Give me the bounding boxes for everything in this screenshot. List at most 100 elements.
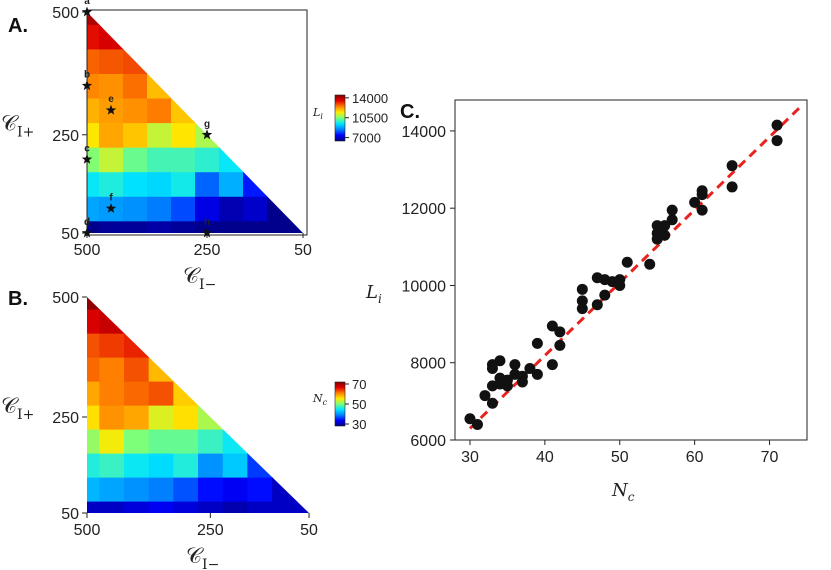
panel-b-label: B. [8,288,28,310]
scatter-point [576,295,588,307]
heatmap-cell [124,357,150,382]
heatmap-cell [87,501,100,513]
heatmap-cell [99,24,124,50]
heatmap-cell [87,333,100,358]
heatmap-cell [99,309,125,334]
colorbar-tick-label: 10500 [352,111,388,126]
scatter-point [546,359,558,371]
heatmap-cell [219,147,244,173]
heatmap-cell [124,333,150,358]
heatmap-cell [123,147,148,173]
heatmap-cell [124,453,150,478]
heatmap-cell [195,171,220,197]
scatter-point [554,326,566,338]
star-marker-b [81,80,93,91]
heatmap-cell [171,196,196,222]
heatmap-cell [247,477,273,502]
heatmap-cell [173,453,199,478]
heatmap-x-axis-label-sub: I− [199,277,216,293]
heatmap-cell [173,405,199,430]
heatmap-b-cells [87,297,309,513]
heatmap-cell [219,171,244,197]
heatmap-cell [87,220,100,233]
heatmap-cell [87,171,100,197]
heatmap-cell [124,477,150,502]
heatmap-y-axis-label-sub: I+ [17,125,34,141]
heatmap-cell [87,97,100,124]
heatmap-cell [173,501,199,513]
star-marker-h [201,227,213,238]
scatter-point [576,283,588,295]
scatter-point [479,390,491,402]
star-label-a: a [84,0,90,7]
heatmap-cell [198,429,224,454]
scatter-point [554,339,566,351]
heatmap-cell [99,147,124,173]
scatter-point [591,299,603,311]
heatmap-x-tick-label: 500 [74,522,101,539]
scatter-point [576,303,588,315]
scatter-point [486,397,498,409]
scatter-point [771,135,783,147]
heatmap-cell [198,501,224,513]
scatter-point [531,368,543,380]
scatter-axes: 30 40 50 60 70 6000 8000 10000 12000 14000 [402,124,779,466]
scatter-point [614,274,626,286]
heatmap-cell [195,220,220,233]
heatmap-cell [99,220,124,233]
colorbar-label-main: L [312,106,320,119]
star-marker-e [105,104,117,115]
star-label-e: e [108,94,114,105]
star-label-c: c [84,143,90,154]
star-marker-c [81,153,93,164]
heatmap-cell [148,405,174,430]
heatmap-y-tick-label: 250 [52,128,79,145]
heatmap-cell [123,196,148,222]
scatter-point [689,196,701,208]
colorbar-tick-label: 70 [352,377,366,392]
heatmap-cell [247,453,273,478]
heatmap-y-axis-label-main: 𝒞 [1,112,19,137]
colorbar-tick-label: 50 [352,397,366,412]
heatmap-cell [195,196,220,222]
scatter-point [501,374,513,386]
panel-c-label: C. [400,101,420,123]
heatmap-x-axis-label: 𝒞I− [186,544,219,570]
heatmap-cell [124,381,150,406]
scatter-x-label-sub: c [628,490,635,504]
scatter-point [771,119,783,131]
heatmap-cell [99,122,124,148]
scatter-points [464,119,783,431]
heatmap-cell [148,381,174,406]
heatmap-cell [123,97,148,124]
heatmap-y-axis-label-sub: I+ [17,407,34,423]
heatmap-x-axis-label-sub: I− [202,557,219,570]
heatmap-y-tick-label: 50 [61,506,79,523]
heatmap-cell [173,429,199,454]
heatmap-cell [147,97,172,124]
heatmap-cell [147,73,172,99]
heatmap-cell [87,381,100,406]
heatmap-cell [267,196,292,222]
scatter-y-tick-label: 10000 [402,278,447,295]
star-label-h: h [204,217,210,228]
panel-a-label: A. [8,15,28,37]
heatmap-x-tick-label: 250 [194,242,221,259]
heatmap-cell [99,381,125,406]
star-label-b: b [84,70,90,81]
heatmap-cell [198,405,224,430]
colorbar-tick-label: 7000 [352,131,381,146]
heatmap-x-axis-label-main: 𝒞 [186,544,204,569]
heatmap-y-tick-label: 250 [52,410,79,427]
scatter-x-tick-label: 70 [761,449,779,466]
heatmap-cell [99,48,124,74]
heatmap-cell [87,405,100,430]
heatmap-cell [171,171,196,197]
scatter-y-tick-label: 6000 [410,433,446,450]
scatter-point [494,355,506,367]
heatmap-cell [87,24,100,50]
scatter-x-tick-label: 40 [536,449,554,466]
heatmap-cell [171,147,196,173]
